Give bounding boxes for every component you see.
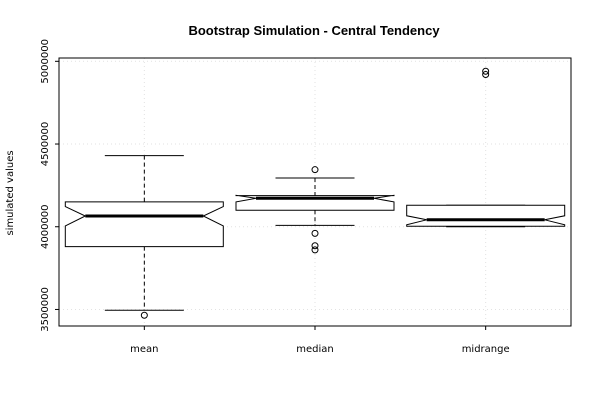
y-tick-label: 4000000	[40, 204, 51, 249]
y-axis-label: simulated values	[5, 150, 16, 235]
outlier-point	[311, 166, 319, 174]
box-body	[406, 204, 566, 227]
outlier-point	[140, 311, 148, 319]
box-mean	[64, 155, 224, 319]
outlier-point	[311, 246, 319, 254]
y-tick-label: 4500000	[40, 122, 51, 167]
x-tick-label: mean	[130, 344, 158, 355]
outlier-point	[311, 229, 319, 237]
axes: 3500000 4000000 4500000 5000000 mean median mi…	[40, 39, 572, 355]
box-midrange	[406, 67, 566, 228]
x-tick-label: median	[296, 344, 334, 355]
outlier-point	[482, 71, 490, 79]
box-body	[64, 201, 224, 248]
x-tick-label: midrange	[462, 344, 510, 355]
outlier-point	[482, 67, 490, 75]
boxes	[64, 67, 566, 319]
y-tick-label: 3500000	[40, 287, 51, 332]
outlier-point	[311, 242, 319, 250]
grid	[59, 58, 571, 326]
y-tick-label: 5000000	[40, 39, 51, 84]
chart-title: Bootstrap Simulation - Central Tendency	[188, 23, 440, 38]
box-median	[235, 166, 395, 254]
